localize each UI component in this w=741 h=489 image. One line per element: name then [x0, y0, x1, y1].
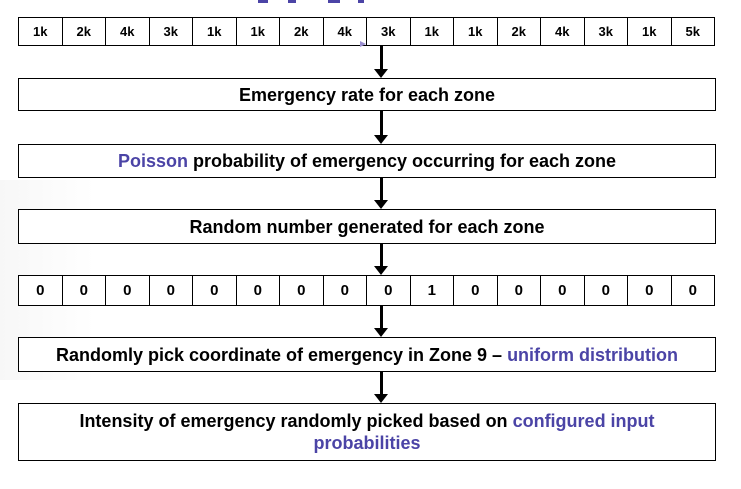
- binary-value-cell: 0: [106, 276, 150, 305]
- pick-text: Randomly pick coordinate of emergency in…: [55, 344, 508, 365]
- zone-value-cell: 3k: [367, 18, 411, 45]
- down-arrow-icon: [374, 111, 388, 144]
- zone-value-cell: 5k: [685, 24, 700, 39]
- step-random-number-label: Random number generated for each zone: [189, 216, 545, 237]
- uniform-distribution-highlight: uniform distribution: [507, 344, 679, 365]
- binary-value-cell: 1: [411, 276, 454, 305]
- zone-value-cell: 2k: [63, 18, 106, 45]
- step-poisson-probability: Poisson probability of emergency occurri…: [18, 144, 716, 178]
- poisson-text: probability of emergency occurring for e…: [187, 151, 617, 171]
- binary-value-cell: 0: [628, 276, 672, 305]
- zone-value-cell: 1k: [193, 18, 237, 45]
- binary-value-cell: 0: [367, 276, 411, 305]
- binary-value-cell: 0: [324, 276, 367, 305]
- step-random-number: Random number generated for each zone: [18, 209, 716, 244]
- binary-value-cell: 0: [280, 276, 324, 305]
- step-emergency-rate: Emergency rate for each zone: [18, 78, 716, 111]
- zone-value-cell: 3k: [585, 18, 628, 45]
- down-arrow-icon: [374, 178, 388, 209]
- binary-value-cell: 0: [150, 276, 193, 305]
- binary-value-cell: 0: [454, 276, 498, 305]
- zone-value-cell: 1k: [237, 18, 280, 45]
- step-pick-coordinate: Randomly pick coordinate of emergency in…: [18, 337, 716, 372]
- zone-values-row: 1k 2k 4k 3k 1k 1k 2k 4k 3k 1k 1k 2k 4k 3k 1k 5k: [18, 17, 715, 46]
- zone-value-cell: 2k: [498, 18, 541, 45]
- binary-value-cell: 0: [63, 276, 106, 305]
- intensity-text: Intensity of emergency randomly picked b…: [79, 411, 513, 431]
- poisson-highlight: Poisson: [117, 151, 188, 171]
- zone-value-cell: 2k: [280, 18, 324, 45]
- binary-value-cell: 0: [19, 276, 63, 305]
- zone-value-cell: 1k: [411, 18, 454, 45]
- binary-value-cell: 0: [585, 276, 628, 305]
- pointer-icon: [360, 41, 366, 47]
- binary-value-cell: 0: [237, 276, 280, 305]
- zone-value-cell: 4k: [106, 18, 150, 45]
- zone-value-cell: 3k: [150, 18, 193, 45]
- down-arrow-icon: [374, 244, 388, 275]
- configured-probabilities-highlight: configured input probabilities: [313, 411, 655, 453]
- down-arrow-icon: [374, 306, 388, 337]
- step-intensity: Intensity of emergency randomly picked b…: [18, 403, 716, 461]
- down-arrow-icon: [374, 46, 388, 78]
- binary-value-cell: 0: [688, 282, 697, 299]
- title-fragment: [230, 0, 410, 4]
- binary-value-cell: 0: [541, 276, 585, 305]
- step-emergency-rate-label: Emergency rate for each zone: [238, 84, 496, 105]
- binary-value-cell: 0: [498, 276, 541, 305]
- binary-value-cell: 0: [193, 276, 237, 305]
- zone-value-cell: 1k: [628, 18, 672, 45]
- zone-value-cell: 1k: [454, 18, 498, 45]
- zone-value-cell: 4k: [324, 18, 367, 45]
- zone-value-cell: 1k: [19, 18, 63, 45]
- down-arrow-icon: [374, 372, 388, 403]
- zone-value-cell: 4k: [541, 18, 585, 45]
